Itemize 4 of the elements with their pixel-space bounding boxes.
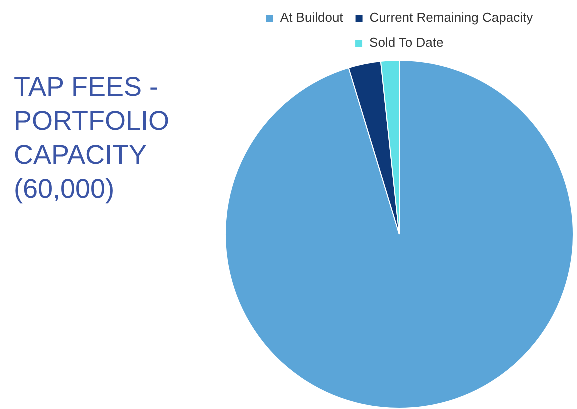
legend-label: At Buildout — [280, 10, 344, 26]
legend-label: Current Remaining Capacity — [370, 10, 534, 26]
legend-label: Sold To Date — [370, 35, 444, 50]
text: TAP FEES - PORTFOLIO CAPACITY (60,000) — [14, 71, 171, 206]
